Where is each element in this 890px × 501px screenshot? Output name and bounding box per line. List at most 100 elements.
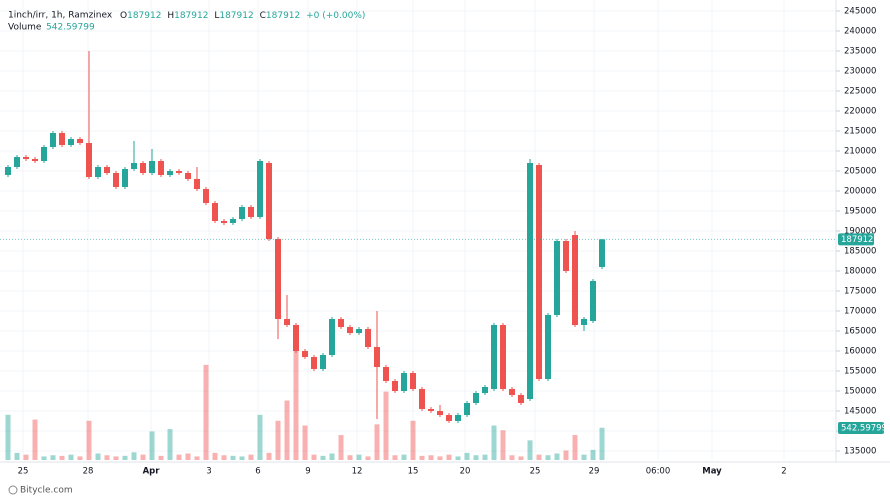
candle-body (491, 325, 497, 389)
x-tick-label: 2 (781, 467, 786, 477)
last-price-label: 187912 (841, 235, 873, 245)
y-tick-label: 185000 (844, 247, 876, 257)
volume-bar (149, 431, 155, 460)
candle-body (563, 241, 569, 271)
candle-body (446, 415, 452, 421)
candle-body (410, 373, 416, 389)
candle-body (59, 133, 65, 145)
volume-bar (509, 455, 515, 460)
candle-body (509, 389, 515, 395)
volume-bar (320, 455, 326, 460)
candle-body (77, 139, 83, 143)
candle-body (590, 281, 596, 321)
volume-bar (383, 391, 389, 460)
volume-bar (212, 452, 218, 460)
close: 187912 (266, 11, 300, 21)
volume-bar (32, 419, 38, 460)
candle-body (122, 169, 128, 187)
y-tick-label: 195000 (844, 207, 876, 217)
footer: Bitycle.com (8, 485, 73, 496)
candle-body (95, 167, 101, 177)
candle-body (311, 357, 317, 369)
last-volume-label: 542.59799 (841, 424, 887, 434)
candle-body (113, 173, 119, 187)
volume-bar (131, 452, 137, 460)
volume-bar (113, 456, 119, 460)
volume-bar (122, 455, 128, 460)
candle-body (284, 319, 290, 325)
volume-bar (599, 427, 605, 460)
volume-bar (257, 414, 263, 460)
candle-body (86, 143, 92, 177)
y-tick-label: 160000 (844, 347, 876, 357)
volume-bar (104, 455, 110, 460)
candle-body (5, 167, 11, 175)
volume-bar (473, 455, 479, 460)
volume-bar (311, 454, 317, 460)
open: 187912 (127, 11, 161, 21)
volume-bar (590, 449, 596, 460)
candle-body (599, 239, 605, 267)
high-label: H (167, 11, 174, 21)
candle-body (401, 373, 407, 391)
volume-bar (185, 453, 191, 460)
volume-bar (14, 452, 20, 460)
volume-bar (5, 414, 11, 460)
candle-body (536, 165, 542, 379)
volume-bar (266, 452, 272, 460)
volume-bar (338, 435, 344, 460)
y-tick-label: 145000 (844, 407, 876, 417)
ohlc: O187912 H187912 L187912 C187912 +0 (+0.0… (120, 11, 365, 21)
axes: 1350001400001450001500001550001600001650… (0, 7, 887, 477)
x-tick-label: May (702, 467, 722, 477)
candles (5, 51, 605, 423)
volume-bar (293, 350, 299, 460)
volume-bar (455, 456, 461, 460)
candle-body (464, 403, 470, 415)
candle-body (545, 315, 551, 379)
x-tick-label: 06:00 (646, 467, 671, 477)
candle-body (347, 327, 353, 333)
candle-body (212, 203, 218, 221)
candle-body (338, 319, 344, 327)
volume-bar (428, 455, 434, 460)
x-tick-label: 12 (352, 467, 363, 477)
candle-body (356, 329, 362, 333)
volume-bar (140, 454, 146, 460)
volume-bar (482, 454, 488, 460)
last-price-box (838, 233, 874, 246)
y-tick-label: 170000 (844, 307, 876, 317)
volume-bar (248, 454, 254, 460)
volume-bar (176, 454, 182, 460)
candle-body (203, 189, 209, 203)
volume-bar (23, 454, 29, 460)
volume-bar (347, 455, 353, 460)
volume-bar (86, 420, 92, 460)
x-tick-label: 6 (255, 467, 260, 477)
volume-bar (527, 440, 533, 460)
volume-bar (203, 364, 209, 460)
candle-body (176, 171, 182, 173)
x-tick-label: 3 (206, 467, 211, 477)
x-tick-label: 20 (460, 467, 471, 477)
candle-body (365, 329, 371, 347)
volume-bar (536, 454, 542, 460)
grid (0, 0, 836, 460)
candle-body (194, 179, 200, 189)
volume-bar (59, 455, 65, 460)
candle-body (14, 157, 20, 167)
candle-body (329, 319, 335, 355)
candle-body (50, 133, 56, 147)
candle-body (266, 163, 272, 239)
candle-body (275, 239, 281, 319)
candle-body (527, 163, 533, 399)
candle-body (68, 139, 74, 145)
close-label: C (260, 11, 266, 21)
y-tick-label: 220000 (844, 107, 876, 117)
y-tick-label: 190000 (844, 227, 876, 237)
volume-bar (329, 453, 335, 460)
volume-bar (410, 420, 416, 460)
low-label: L (214, 11, 219, 21)
volume-bar (221, 455, 227, 460)
y-tick-label: 150000 (844, 387, 876, 397)
